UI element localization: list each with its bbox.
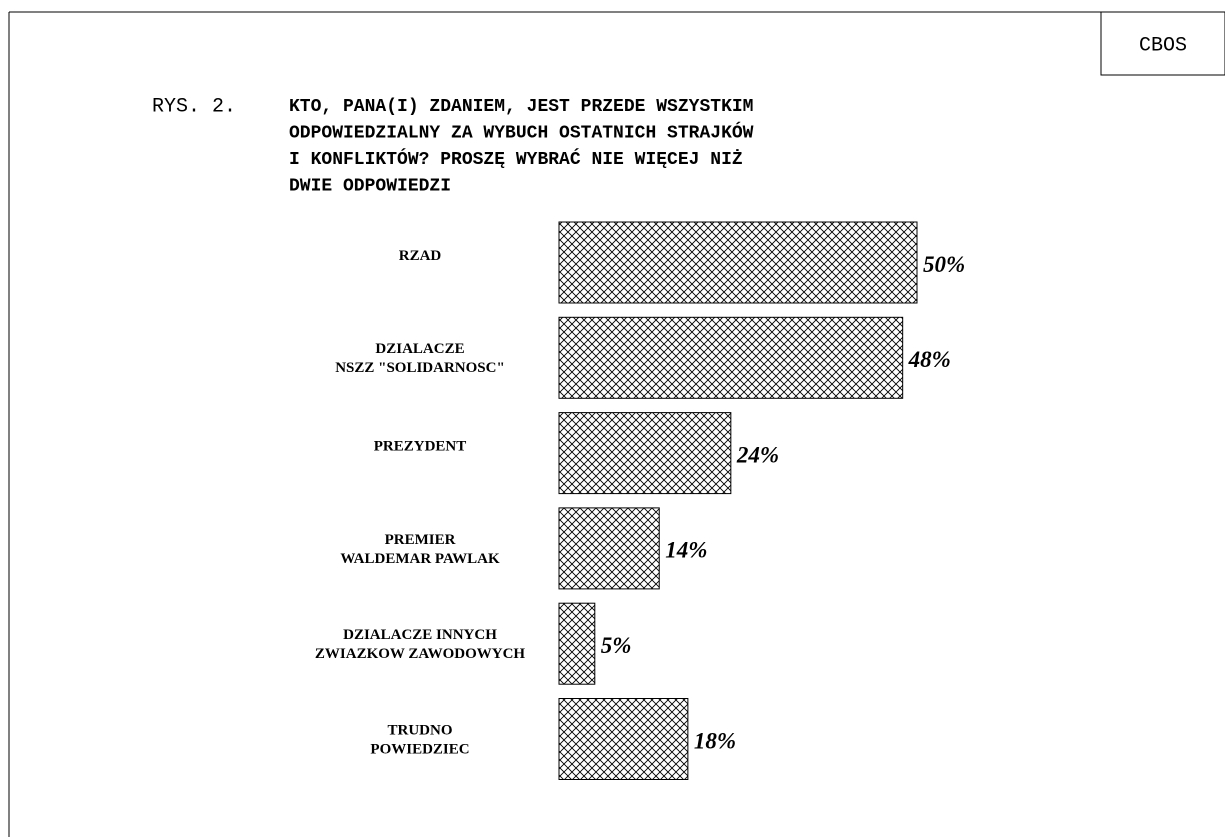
bar — [558, 698, 689, 780]
category-label: DZIALACZE INNYCH — [343, 627, 497, 643]
bar — [558, 412, 732, 495]
source-box — [1100, 11, 1225, 76]
category-label: NSZZ "SOLIDARNOSC" — [335, 360, 505, 376]
value-label: 24% — [736, 442, 779, 467]
bar — [558, 602, 596, 685]
title-line: DWIE ODPOWIEDZI — [289, 176, 451, 196]
category-label: PREMIER — [385, 532, 456, 548]
category-label: ZWIAZKOW ZAWODOWYCH — [315, 646, 526, 662]
category-label: WALDEMAR PAWLAK — [340, 551, 500, 567]
category-label: RZAD — [399, 248, 442, 264]
bar — [558, 221, 918, 304]
bar — [558, 507, 660, 590]
category-label: POWIEDZIEC — [370, 741, 469, 757]
value-label: 5% — [601, 633, 632, 658]
category-label: PREZYDENT — [374, 439, 467, 455]
source: CBOS — [1139, 34, 1187, 57]
value-label: 48% — [908, 347, 951, 372]
title-line: ODPOWIEDZIALNY ZA WYBUCH OSTATNICH STRAJ… — [289, 121, 754, 143]
value-label: 18% — [694, 728, 736, 753]
category-label: TRUDNO — [387, 722, 452, 738]
figure-label: RYS. 2. — [152, 95, 236, 118]
bar — [558, 316, 904, 399]
title-line: KTO, PANA(I) ZDANIEM, JEST PRZEDE WSZYST… — [289, 97, 753, 117]
category-label: DZIALACZE — [375, 341, 464, 357]
title-line: I KONFLIKTÓW? PROSZĘ WYBRAĆ NIE WIĘCEJ N… — [289, 148, 743, 170]
value-label: 14% — [665, 538, 707, 563]
value-label: 50% — [923, 252, 965, 277]
